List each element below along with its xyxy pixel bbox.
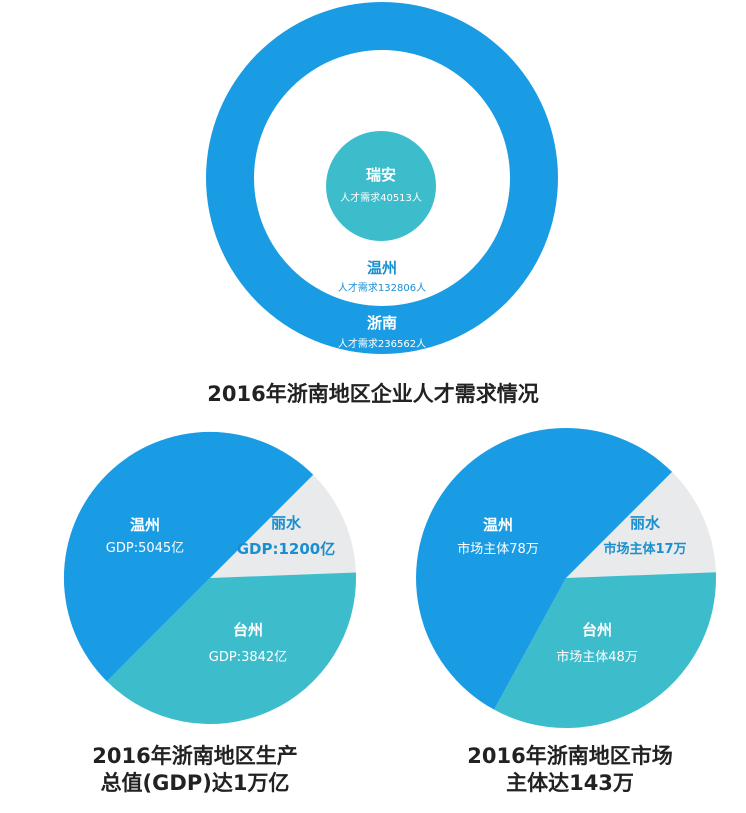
market-taizhou-value: 市场主体48万: [556, 649, 638, 665]
gdp-wenzhou-name: 温州: [130, 516, 160, 534]
market-slice-lishui: [566, 471, 716, 578]
market-lishui-name: 丽水: [630, 514, 661, 532]
market-pie-chart: 温州 市场主体78万 丽水 市场主体17万 台州 市场主体48万: [416, 428, 717, 729]
inner-circle-ruian: [326, 131, 436, 241]
gdp-pie-chart: 温州 GDP:5045亿 丽水 GDP:1200亿 台州 GDP:3842亿: [63, 431, 357, 724]
wenzhou-name: 温州: [367, 259, 397, 277]
zhenan-name: 浙南: [367, 314, 397, 332]
gdp-lishui-name: 丽水: [271, 514, 302, 532]
gdp-taizhou-value: GDP:3842亿: [209, 650, 287, 665]
talent-demand-chart: 瑞安 人才需求40513人 温州 人才需求132806人 浙南 人才需求2365…: [206, 2, 558, 354]
ruian-name: 瑞安: [366, 166, 396, 184]
gdp-title-line-2: 总值(GDP)达1万亿: [100, 771, 290, 796]
gdp-slice-lishui: [210, 474, 356, 578]
gdp-slice-taizhou: [106, 572, 357, 724]
wenzhou-value: 人才需求132806人: [338, 281, 426, 294]
market-wenzhou-name: 温州: [483, 516, 513, 534]
talent-chart-title: 2016年浙南地区企业人才需求情况: [207, 382, 539, 406]
market-title-line-2: 主体达143万: [506, 771, 634, 796]
gdp-title-line-1: 2016年浙南地区生产: [92, 744, 298, 768]
market-wenzhou-value: 市场主体78万: [457, 541, 539, 557]
market-slice-wenzhou: [416, 428, 673, 710]
zhenan-value: 人才需求236562人: [338, 337, 426, 350]
gdp-chart-title: 2016年浙南地区生产 总值(GDP)达1万亿: [40, 743, 350, 798]
market-lishui-value: 市场主体17万: [603, 541, 686, 557]
gdp-slice-wenzhou: [63, 431, 314, 682]
ruian-value: 人才需求40513人: [340, 191, 422, 204]
market-taizhou-name: 台州: [582, 621, 612, 639]
gdp-wenzhou-value: GDP:5045亿: [106, 541, 184, 556]
gdp-lishui-value: GDP:1200亿: [237, 540, 336, 558]
market-chart-title: 2016年浙南地区市场 主体达143万: [410, 743, 730, 798]
market-title-line-1: 2016年浙南地区市场: [467, 744, 673, 768]
gdp-taizhou-name: 台州: [233, 621, 263, 639]
market-slice-taizhou: [494, 572, 717, 729]
